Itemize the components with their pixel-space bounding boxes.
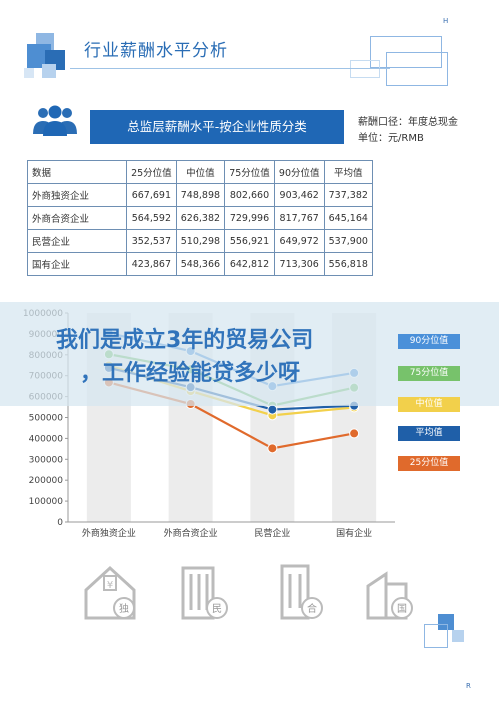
table-cell: 903,462 xyxy=(273,183,325,207)
y-tick-label: 400000 xyxy=(29,434,64,444)
table-cell: 667,691 xyxy=(126,183,177,207)
table-cell: 556,921 xyxy=(224,229,275,253)
table-header-row: 数据 25分位值 中位值 75分位值 90分位值 平均值 xyxy=(27,160,374,184)
table-cell: 510,298 xyxy=(175,229,226,253)
table-row-label: 国有企业 xyxy=(27,252,127,276)
title-divider xyxy=(70,68,390,69)
table-cell: 352,537 xyxy=(126,229,177,253)
unit-note: 单位：元/RMB xyxy=(358,133,424,144)
x-tick-label: 国有企业 xyxy=(336,527,372,539)
decor-outline xyxy=(424,624,448,648)
watermark-text: 我们是成立3年的贸易公司 xyxy=(56,328,314,353)
data-point xyxy=(349,428,360,439)
decor-square xyxy=(42,64,56,78)
table-row-label: 民营企业 xyxy=(27,229,127,253)
table-header-cell: 75分位值 xyxy=(224,160,275,184)
y-tick-label: 300000 xyxy=(29,455,64,465)
table-cell: 649,972 xyxy=(273,229,325,253)
icon-badge-label: 国 xyxy=(397,603,407,615)
icon-badge-label: 合 xyxy=(307,602,317,615)
y-tick-label: 200000 xyxy=(29,476,64,486)
decor-outline xyxy=(350,60,380,78)
table-cell: 626,382 xyxy=(175,206,226,230)
svg-text:¥: ¥ xyxy=(107,580,113,591)
building-icons-row: ¥ 独 民 合 国 xyxy=(80,560,420,630)
joint-venture-building-icon: 民 xyxy=(181,566,228,620)
watermark-text: ，工作经验能贷多少呀 xyxy=(80,361,301,386)
legend-item: 75分位值 xyxy=(398,366,460,381)
data-point xyxy=(267,443,278,454)
watermark-band xyxy=(0,302,499,406)
table-cell: 748,898 xyxy=(175,183,226,207)
table-row: 民营企业 352,537 510,298 556,921 649,972 537… xyxy=(27,229,374,253)
corner-mark-bottom: R xyxy=(466,682,471,690)
section-banner: 总监层薪酬水平-按企业性质分类 xyxy=(90,110,344,144)
page-title: 行业薪酬水平分析 xyxy=(84,41,228,61)
y-tick-label: 100000 xyxy=(29,497,64,507)
private-building-icon: 合 xyxy=(280,564,323,620)
decor-square xyxy=(452,630,464,642)
table-cell: 642,812 xyxy=(224,252,275,276)
table-header-cell: 平均值 xyxy=(323,160,374,184)
table-row-label: 外商独资企业 xyxy=(27,183,127,207)
x-tick-label: 外商独资企业 xyxy=(82,527,136,539)
table-header-cell: 90分位值 xyxy=(273,160,325,184)
table-cell: 556,818 xyxy=(323,252,374,276)
y-tick-label: 0 xyxy=(57,518,63,528)
decor-outline xyxy=(386,52,448,86)
legend-item: 25分位值 xyxy=(398,456,460,471)
table-cell: 817,767 xyxy=(273,206,325,230)
table-header-cell: 数据 xyxy=(27,160,127,184)
table-cell: 802,660 xyxy=(224,183,275,207)
chart-x-axis: 外商独资企业 外商合资企业 民营企业 国有企业 xyxy=(68,521,395,539)
table-cell: 548,366 xyxy=(175,252,226,276)
state-owned-building-icon: 国 xyxy=(366,571,413,620)
decor-square xyxy=(438,614,454,630)
table-row-label: 外商合资企业 xyxy=(27,206,127,230)
table-cell: 729,996 xyxy=(224,206,275,230)
table-cell: 423,867 xyxy=(126,252,177,276)
table-cell: 537,900 xyxy=(323,229,374,253)
table-cell: 737,382 xyxy=(323,183,374,207)
salary-table: 数据 25分位值 中位值 75分位值 90分位值 平均值 外商独资企业 667,… xyxy=(27,160,374,276)
x-tick-label: 民营企业 xyxy=(254,527,290,539)
table-row: 外商独资企业 667,691 748,898 802,660 903,462 7… xyxy=(27,183,374,207)
people-group-icon xyxy=(33,105,77,136)
corner-mark-top: H xyxy=(443,17,449,25)
legend-item: 中位值 xyxy=(398,397,460,412)
table-header-cell: 25分位值 xyxy=(126,160,177,184)
pay-basis-note: 薪酬口径：年度总现金 xyxy=(358,117,458,128)
x-tick-label: 外商合资企业 xyxy=(164,527,218,539)
decor-square xyxy=(24,68,34,78)
legend-item: 90分位值 xyxy=(398,334,460,349)
y-tick-label: 500000 xyxy=(29,414,64,424)
table-cell: 564,592 xyxy=(126,206,177,230)
icon-badge-label: 独 xyxy=(119,602,129,615)
table-cell: 645,164 xyxy=(323,206,374,230)
table-cell: 713,306 xyxy=(273,252,325,276)
table-row: 外商合资企业 564,592 626,382 729,996 817,767 6… xyxy=(27,206,374,230)
legend-item: 平均值 xyxy=(398,426,460,441)
table-header-cell: 中位值 xyxy=(175,160,226,184)
icon-badge-label: 民 xyxy=(212,603,222,615)
table-row: 国有企业 423,867 548,366 642,812 713,306 556… xyxy=(27,252,374,276)
foreign-owned-building-icon: ¥ 独 xyxy=(84,565,136,620)
data-point xyxy=(267,404,278,415)
